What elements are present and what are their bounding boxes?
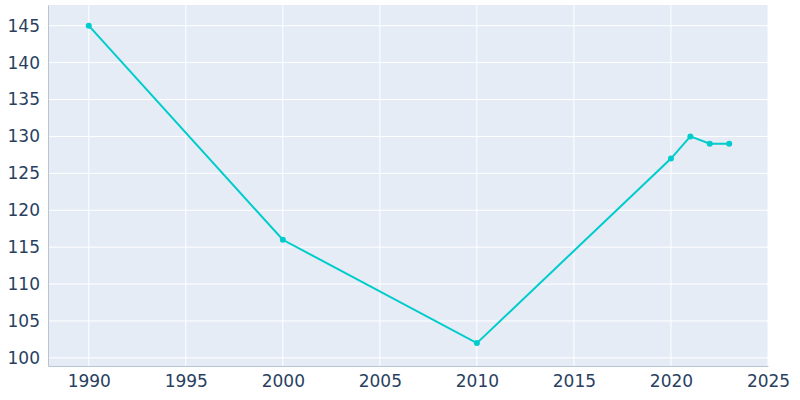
grid-line-y bbox=[48, 25, 768, 26]
chart: 1990 1995 2000 2005 2010 2015 2020 2025 100 105 11… bbox=[0, 0, 800, 400]
tick: 2015 bbox=[553, 366, 596, 391]
y-axis: 100 105 110 115 120 125 130 135 140 145 bbox=[8, 6, 49, 368]
tick-label: 100 bbox=[8, 348, 40, 368]
grid-line-y bbox=[48, 247, 768, 248]
marker bbox=[726, 141, 732, 147]
tick-label: 135 bbox=[8, 89, 40, 109]
line bbox=[89, 26, 729, 343]
axis-line bbox=[48, 6, 49, 367]
tick-label: 2020 bbox=[650, 371, 693, 391]
tick-label: 2005 bbox=[359, 371, 402, 391]
tick: 2005 bbox=[359, 366, 402, 391]
tick-label: 130 bbox=[8, 126, 40, 146]
grid-line-y bbox=[48, 173, 768, 174]
grid-line-x bbox=[379, 5, 380, 366]
grid-line-x bbox=[573, 5, 574, 366]
tick: 2000 bbox=[262, 366, 305, 391]
tick: 115 bbox=[8, 237, 48, 257]
marker bbox=[474, 340, 480, 346]
grid-line-x bbox=[670, 5, 671, 366]
tick: 1990 bbox=[68, 366, 111, 391]
tick-label: 115 bbox=[8, 237, 40, 257]
tick: 140 bbox=[8, 53, 48, 73]
tick: 100 bbox=[8, 348, 48, 368]
marker bbox=[668, 156, 674, 162]
tick: 2010 bbox=[456, 366, 499, 391]
axis-line bbox=[49, 366, 769, 367]
series bbox=[86, 23, 732, 346]
tick: 130 bbox=[8, 126, 48, 146]
grid-line-x bbox=[476, 5, 477, 366]
marker bbox=[86, 23, 92, 29]
marker bbox=[687, 133, 693, 139]
marker bbox=[280, 237, 286, 243]
grid-line-x bbox=[185, 5, 186, 366]
marker bbox=[707, 141, 713, 147]
tick-label: 2025 bbox=[747, 371, 790, 391]
tick: 1995 bbox=[165, 366, 208, 391]
tick-label: 1990 bbox=[68, 371, 111, 391]
grid-line-y bbox=[48, 62, 768, 63]
tick-label: 2010 bbox=[456, 371, 499, 391]
tick: 145 bbox=[8, 16, 48, 36]
tick: 125 bbox=[8, 163, 48, 183]
grid-line-x bbox=[88, 5, 89, 366]
tick-label: 125 bbox=[8, 163, 40, 183]
plot-background bbox=[48, 5, 768, 366]
tick: 2020 bbox=[650, 366, 693, 391]
tick-label: 145 bbox=[8, 16, 40, 36]
grid-line-y bbox=[48, 320, 768, 321]
tick-label: 1995 bbox=[165, 371, 208, 391]
tick-label: 105 bbox=[8, 311, 40, 331]
tick: 105 bbox=[8, 311, 48, 331]
tick-label: 2000 bbox=[262, 371, 305, 391]
tick: 120 bbox=[8, 200, 48, 220]
tick-label: 110 bbox=[8, 274, 40, 294]
x-axis: 1990 1995 2000 2005 2010 2015 2020 2025 bbox=[49, 366, 791, 391]
grid-line-y bbox=[48, 136, 768, 137]
tick-label: 140 bbox=[8, 53, 40, 73]
tick: 2025 bbox=[747, 366, 790, 391]
tick-label: 2015 bbox=[553, 371, 596, 391]
grid-line-y bbox=[48, 284, 768, 285]
grid bbox=[48, 5, 768, 366]
tick: 110 bbox=[8, 274, 48, 294]
grid-line-x bbox=[768, 5, 769, 366]
grid-line-y bbox=[48, 357, 768, 358]
grid-line-x bbox=[282, 5, 283, 366]
tick-label: 120 bbox=[8, 200, 40, 220]
grid-line-y bbox=[48, 210, 768, 211]
tick: 135 bbox=[8, 89, 48, 109]
plot: 1990 1995 2000 2005 2010 2015 2020 2025 100 105 11… bbox=[8, 5, 791, 391]
